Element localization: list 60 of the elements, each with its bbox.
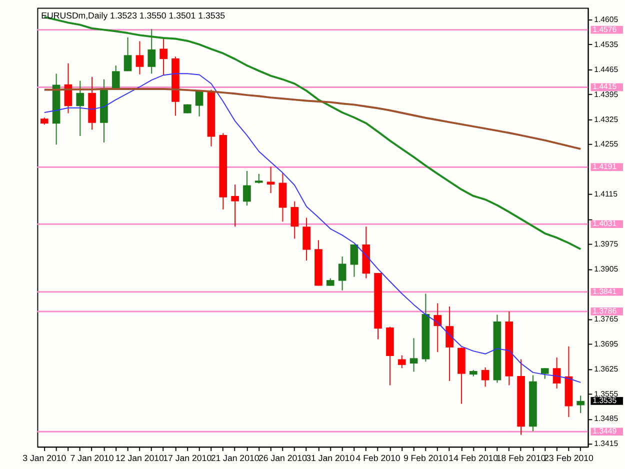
y-tick-label: 1.4535: [594, 40, 619, 49]
y-tick-label: 1.3765: [594, 314, 619, 324]
candlestick: [398, 354, 406, 369]
y-tick-label: 1.4605: [594, 14, 619, 24]
candlestick: [540, 368, 549, 380]
candlestick: [160, 36, 168, 76]
x-tick-label: 23 Feb 2010: [544, 452, 594, 463]
y-tick-label: 1.4115: [594, 190, 618, 199]
line-series: [44, 73, 582, 383]
candlestick: [148, 28, 156, 74]
candlestick: [231, 184, 239, 228]
x-tick-label: 14 Feb 2010: [448, 452, 498, 463]
text: 1.3535: [592, 396, 618, 405]
candlestick: [481, 366, 490, 388]
x-tick-label: 21 Jan 2010: [210, 452, 260, 463]
y-tick-label: 1.3415: [594, 439, 619, 448]
x-tick-label: 26 Jan 2010: [258, 452, 308, 463]
y-tick-label: 1.4255: [594, 140, 619, 149]
candlestick: [302, 217, 310, 261]
x-tick-label: 9 Feb 2010: [403, 452, 448, 463]
y-tick-label: 1.3905: [594, 264, 619, 274]
y-tick-label: 1.4325: [594, 114, 619, 124]
candlestick: [434, 302, 442, 353]
candlestick: [76, 80, 84, 137]
y-tick-label: 1.3485: [594, 414, 619, 424]
y-tick-label: 1.3975: [594, 240, 619, 249]
candlestick: [350, 244, 358, 278]
ref-line-label: 1.4191: [592, 162, 617, 172]
y-tick-label: 1.4395: [594, 90, 619, 99]
candlestick: [290, 200, 299, 240]
candlestick: [552, 356, 561, 389]
ref-line-label: 1.3449: [592, 426, 617, 436]
candlestick: [410, 338, 418, 372]
y-tick-label: 1.3555: [594, 389, 619, 398]
candlestick: [446, 306, 454, 382]
x-tick-label: 3 Jan 2010: [22, 452, 66, 463]
candlestick: [576, 395, 585, 414]
x-tick-label: 12 Jan 2010: [115, 452, 164, 463]
candlestick: [112, 64, 120, 89]
y-tick-label: 1.3625: [594, 364, 619, 374]
candlestick: [136, 40, 144, 75]
y-tick-label: 1.3695: [594, 339, 619, 348]
chart-title: EURUSDm,Daily 1.3523 1.3550 1.3501 1.3535: [41, 10, 226, 20]
x-tick-label: 31 Jan 2010: [306, 452, 355, 463]
candlestick: [338, 256, 346, 291]
x-tick-label: 17 Jan 2010: [163, 452, 212, 463]
ref-line-label: 1.3786: [592, 306, 618, 316]
ref-line-label: 1.3841: [592, 286, 617, 296]
ref-line-label: 1.4031: [592, 219, 617, 228]
x-tick-label: 7 Jan 2010: [70, 452, 114, 463]
ref-line-label: 1.4576: [592, 24, 618, 34]
ref-line-label: 1.4415: [592, 82, 618, 92]
candlestick: [124, 36, 132, 72]
candlestick: [266, 166, 275, 194]
x-tick-label: 4 Feb 2010: [356, 452, 400, 463]
candlestick: [254, 173, 263, 184]
candlestick: [195, 90, 204, 117]
x-tick-label: 18 Feb 2010: [496, 452, 546, 463]
candlestick: [243, 170, 251, 206]
y-tick-label: 1.4465: [594, 64, 619, 74]
